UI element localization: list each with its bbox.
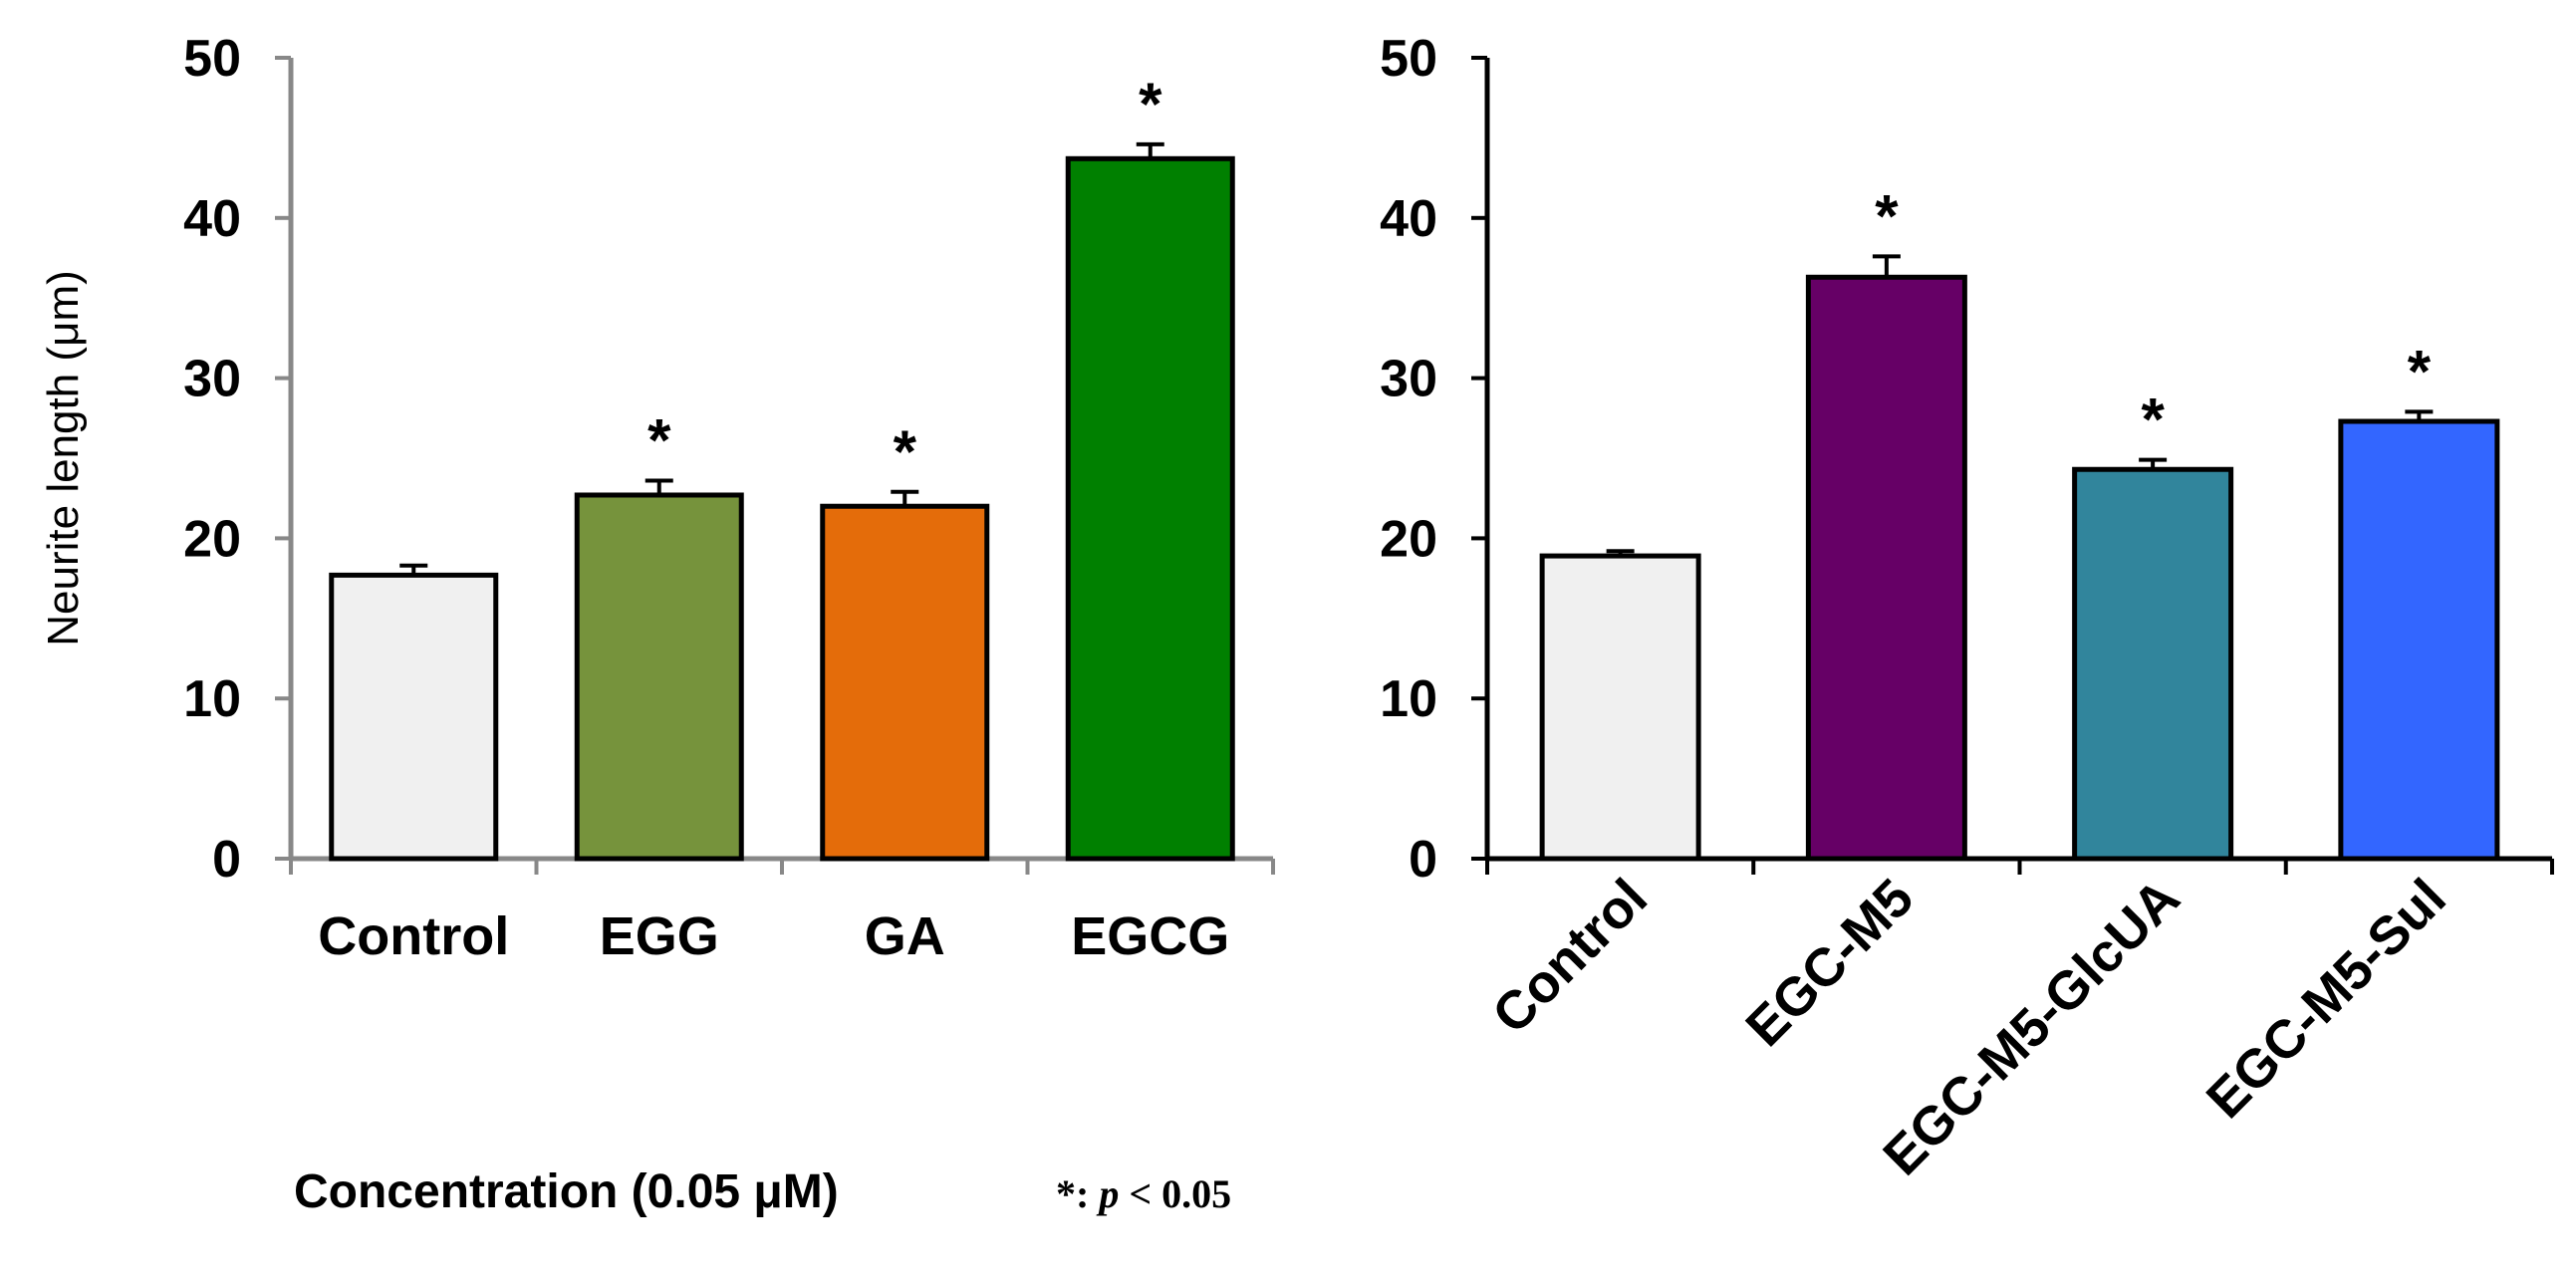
left-significance-egcg: * xyxy=(1139,71,1162,137)
right-category-label-egc-m5-sul: EGC-M5-Sul xyxy=(2195,868,2457,1130)
right-bar-egc-m5-sul xyxy=(2338,418,2500,862)
significance-note-threshold: < 0.05 xyxy=(1119,1171,1231,1216)
right-bar-control xyxy=(1539,553,1701,862)
right-y-tick-label: 40 xyxy=(1380,190,1437,248)
left-category-label-control: Control xyxy=(318,906,509,966)
right-significance-egc-m5-sul: * xyxy=(2408,338,2432,404)
right-category-label-egc-m5: EGC-M5 xyxy=(1734,868,1925,1058)
right-chart-panel: 0 10 20 30 40 50 Control * EGC-M5 * EGC-M5-GlcUA *… xyxy=(1380,30,2554,1186)
left-y-tick-label: 20 xyxy=(183,510,241,568)
significance-note: *: p < 0.05 xyxy=(1056,1171,1231,1216)
left-category-label-ga: GA xyxy=(865,906,945,966)
right-bar-egc-m5-glcua xyxy=(2072,466,2234,862)
left-bar-control xyxy=(329,572,499,862)
left-significance-ga: * xyxy=(894,418,917,485)
left-y-axis-title: Neurite length (μm) xyxy=(39,270,88,645)
right-bar-egc-m5 xyxy=(1805,274,1967,862)
left-y-tick-label: 50 xyxy=(183,30,241,88)
significance-note-prefix: *: xyxy=(1056,1171,1099,1216)
left-significance-egg: * xyxy=(647,407,671,474)
left-bar-egg xyxy=(574,492,744,862)
left-bar-egcg xyxy=(1065,155,1235,862)
left-category-label-egg: EGG xyxy=(600,906,719,966)
left-y-tick-label: 0 xyxy=(212,831,241,889)
right-y-tick-label: 30 xyxy=(1380,351,1437,408)
right-y-tick-label: 20 xyxy=(1380,510,1437,568)
right-category-label-egc-m5-glcua: EGC-M5-GlcUA xyxy=(1872,868,2190,1186)
left-y-tick-label: 10 xyxy=(183,670,241,728)
left-y-tick-label: 30 xyxy=(183,351,241,408)
right-category-label-control: Control xyxy=(1481,868,1659,1045)
concentration-label: Concentration (0.05 μM) xyxy=(294,1165,839,1218)
right-significance-egc-m5: * xyxy=(1875,182,1899,249)
left-category-label-egcg: EGCG xyxy=(1071,906,1229,966)
left-bar-ga xyxy=(820,503,990,862)
left-y-tick-label: 40 xyxy=(183,190,241,248)
right-significance-egc-m5-glcua: * xyxy=(2141,386,2165,453)
right-y-tick-label: 0 xyxy=(1409,831,1437,889)
right-y-tick-label: 50 xyxy=(1380,30,1437,88)
significance-note-p: p xyxy=(1096,1171,1119,1216)
right-y-tick-label: 10 xyxy=(1380,670,1437,728)
left-chart-panel: 0 10 20 30 40 50 Control * EGG * GA * EGCG Neurite … xyxy=(39,30,1275,1218)
